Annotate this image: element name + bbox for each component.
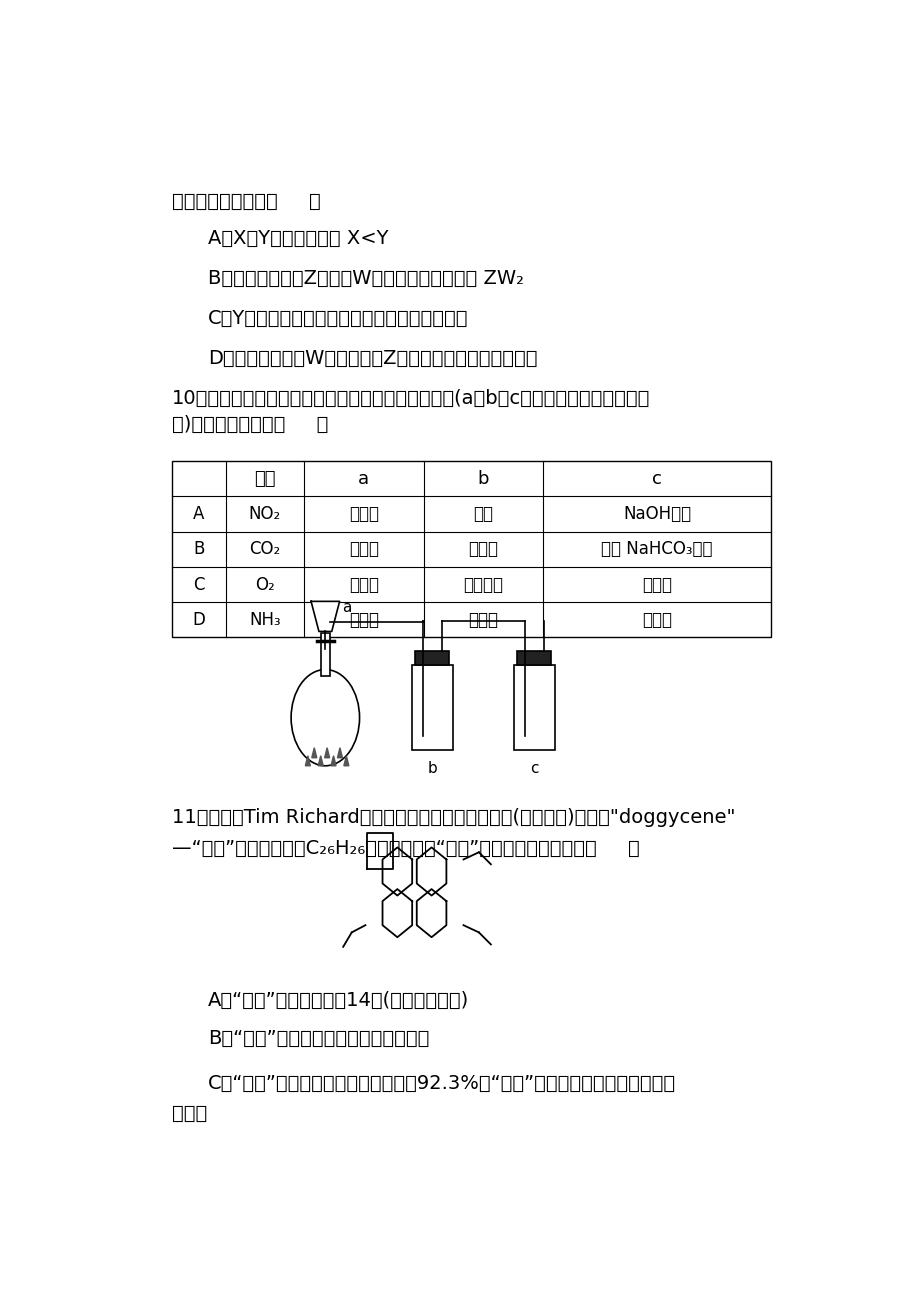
Text: NO₂: NO₂ bbox=[248, 505, 280, 523]
Text: NH₃: NH₃ bbox=[249, 611, 280, 629]
Text: O₂: O₂ bbox=[255, 575, 275, 594]
Bar bbox=[414, 651, 448, 665]
Text: 二氧化锰: 二氧化锰 bbox=[463, 575, 503, 594]
Text: A．X、Y元素的金属性 X<Y: A．X、Y元素的金属性 X<Y bbox=[208, 229, 388, 247]
Text: —“狗烯”，其化学式为C₂₆H₂₆，下列有关该“狗烯”物质的叙述正确的是（     ）: —“狗烯”，其化学式为C₂₆H₂₆，下列有关该“狗烯”物质的叙述正确的是（ ） bbox=[172, 838, 639, 858]
Bar bbox=[172, 461, 770, 638]
Text: NaOH溶液: NaOH溶液 bbox=[622, 505, 690, 523]
Text: 11．化学家Tim Richard将分子结构像小狗的某有机物(如图所示)取名为"doggycene": 11．化学家Tim Richard将分子结构像小狗的某有机物(如图所示)取名为"… bbox=[172, 809, 735, 827]
Text: 10．用下图装置制取、提纯并收集下表中的四种气体(a、b、c表示相应仪器中加入的试: 10．用下图装置制取、提纯并收集下表中的四种气体(a、b、c表示相应仪器中加入的… bbox=[172, 389, 650, 409]
Text: 双氧水: 双氧水 bbox=[348, 575, 379, 594]
Text: CO₂: CO₂ bbox=[249, 540, 280, 559]
Text: B: B bbox=[193, 540, 204, 559]
Text: C: C bbox=[193, 575, 205, 594]
Text: 生石灰: 生石灰 bbox=[468, 611, 498, 629]
Bar bbox=[513, 665, 554, 750]
Text: a: a bbox=[342, 600, 351, 615]
Text: C．Y的最高价氧化物对应的水化物能溶于稀氨水: C．Y的最高价氧化物对应的水化物能溶于稀氨水 bbox=[208, 309, 468, 328]
Text: 碌石灰: 碌石灰 bbox=[641, 611, 672, 629]
Text: A: A bbox=[193, 505, 204, 523]
Text: 石灰石: 石灰石 bbox=[468, 540, 498, 559]
Text: 饱和 NaHCO₃溶液: 饱和 NaHCO₃溶液 bbox=[601, 540, 712, 559]
Polygon shape bbox=[318, 755, 323, 766]
Text: 浓璀酸: 浓璀酸 bbox=[348, 505, 379, 523]
Text: D．一定条件下，W单质可以将Z单质从其氢化物中置换出来: D．一定条件下，W单质可以将Z单质从其氢化物中置换出来 bbox=[208, 349, 537, 368]
Text: 浓氨水: 浓氨水 bbox=[348, 611, 379, 629]
Text: 烟冒出: 烟冒出 bbox=[172, 1104, 207, 1124]
Text: 气体: 气体 bbox=[254, 470, 276, 488]
Text: c: c bbox=[652, 470, 662, 488]
Polygon shape bbox=[311, 602, 339, 631]
Text: B．“狗烯”分子中所有碳原子一定共平面: B．“狗烯”分子中所有碳原子一定共平面 bbox=[208, 1029, 428, 1048]
Text: 稀硫酸: 稀硫酸 bbox=[348, 540, 379, 559]
Text: b: b bbox=[427, 760, 437, 776]
Bar bbox=[321, 634, 330, 676]
Polygon shape bbox=[305, 755, 310, 766]
Text: B．一定条件下，Z单质与W的常见单质直接生成 ZW₂: B．一定条件下，Z单质与W的常见单质直接生成 ZW₂ bbox=[208, 270, 523, 288]
Polygon shape bbox=[324, 747, 329, 758]
Text: D: D bbox=[192, 611, 205, 629]
Circle shape bbox=[290, 669, 359, 766]
Text: A．“狗烯”的一氯代物朐14种(不含立体异构): A．“狗烯”的一氯代物朐14种(不含立体异构) bbox=[208, 991, 469, 1010]
Text: a: a bbox=[357, 470, 369, 488]
Text: 铜片: 铜片 bbox=[473, 505, 493, 523]
Polygon shape bbox=[344, 755, 348, 766]
Text: 下列叙述正确的是（     ）: 下列叙述正确的是（ ） bbox=[172, 191, 321, 211]
Text: 剂)，其中可行的是（     ）: 剂)，其中可行的是（ ） bbox=[172, 415, 328, 435]
Bar bbox=[411, 665, 452, 750]
Polygon shape bbox=[331, 755, 335, 766]
Text: b: b bbox=[477, 470, 489, 488]
Polygon shape bbox=[337, 747, 342, 758]
Text: 浓硫酸: 浓硫酸 bbox=[641, 575, 672, 594]
Text: C．“狗烯”分子中碳元素的质量分数为92.3%，“狗烯”易燃烧，燃烧时可能会有黑: C．“狗烯”分子中碳元素的质量分数为92.3%，“狗烯”易燃烧，燃烧时可能会有黑 bbox=[208, 1074, 675, 1094]
Text: c: c bbox=[529, 760, 538, 776]
Bar bbox=[516, 651, 550, 665]
Polygon shape bbox=[312, 747, 316, 758]
